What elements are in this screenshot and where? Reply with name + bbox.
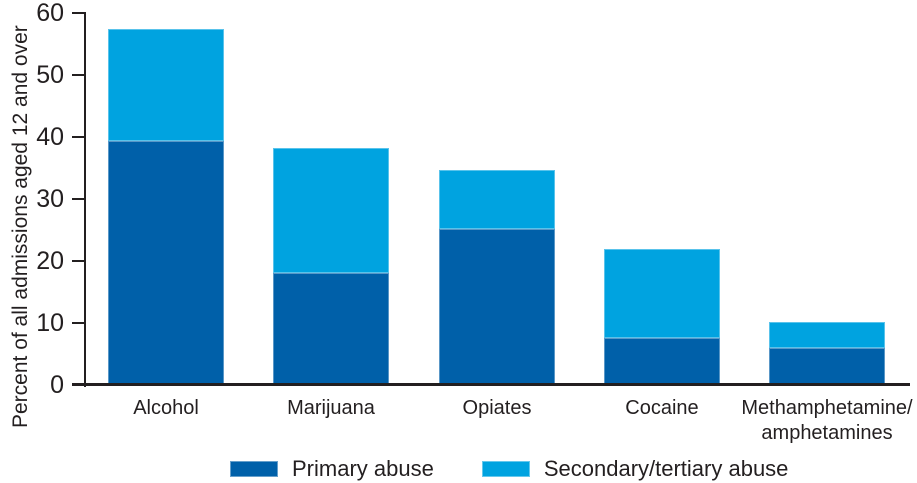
bar-segment-marijuana-secondary-tertiary-abuse xyxy=(273,147,389,273)
bar-segment-opiates-primary-abuse xyxy=(439,229,555,385)
legend-item-secondary-tertiary-abuse: Secondary/tertiary abuse xyxy=(481,456,789,481)
category-label-methamphetamine-amphetamines: Methamphetamine/amphetamines xyxy=(717,396,917,446)
legend-swatch-secondary-tertiary-abuse xyxy=(481,461,530,477)
legend-label-secondary-tertiary-abuse: Secondary/tertiary abuse xyxy=(543,456,789,481)
y-tick-30 xyxy=(72,198,84,200)
x-axis-line xyxy=(72,383,910,386)
bar-segment-cocaine-primary-abuse xyxy=(604,337,720,385)
bar-segment-methamphetamine-amphetamines-primary-abuse xyxy=(769,348,885,385)
y-tick-label-60: 60 xyxy=(36,0,64,27)
legend-item-primary-abuse: Primary abuse xyxy=(230,458,434,480)
category-label-marijuana: Marijuana xyxy=(221,396,441,421)
bar-segment-alcohol-primary-abuse xyxy=(108,140,224,385)
legend-label-primary-abuse: Primary abuse xyxy=(292,456,434,481)
category-label-line: Alcohol xyxy=(133,397,199,419)
bar-segment-marijuana-primary-abuse xyxy=(273,272,389,385)
category-label-line: Cocaine xyxy=(625,397,699,419)
category-label-line: Opiates xyxy=(462,397,532,419)
category-label-alcohol: Alcohol xyxy=(56,396,276,421)
y-axis-line xyxy=(84,12,86,387)
legend-swatch-primary-abuse xyxy=(230,461,278,477)
category-label-line: amphetamines xyxy=(761,422,893,444)
y-tick-60 xyxy=(72,12,84,14)
y-tick-label-10: 10 xyxy=(36,309,64,337)
y-tick-label-20: 20 xyxy=(36,247,64,275)
y-tick-label-50: 50 xyxy=(36,61,64,89)
category-label-cocaine: Cocaine xyxy=(552,396,772,421)
bar-segment-opiates-secondary-tertiary-abuse xyxy=(439,169,555,230)
category-label-line: Marijuana xyxy=(287,397,375,419)
y-tick-label-0: 0 xyxy=(50,371,64,399)
y-tick-label-30: 30 xyxy=(36,185,64,213)
category-label-opiates: Opiates xyxy=(387,396,607,421)
legend: Primary abuse Secondary/tertiary abuse xyxy=(230,458,788,480)
bar-segment-methamphetamine-amphetamines-secondary-tertiary-abuse xyxy=(769,322,885,349)
bar-segment-alcohol-secondary-tertiary-abuse xyxy=(108,29,224,141)
y-tick-label-40: 40 xyxy=(36,123,64,151)
y-tick-20 xyxy=(72,260,84,262)
y-tick-40 xyxy=(72,136,84,138)
category-label-line: Methamphetamine/ xyxy=(741,397,913,419)
bar-segment-cocaine-secondary-tertiary-abuse xyxy=(604,248,720,338)
y-tick-50 xyxy=(72,74,84,76)
y-tick-10 xyxy=(72,322,84,324)
